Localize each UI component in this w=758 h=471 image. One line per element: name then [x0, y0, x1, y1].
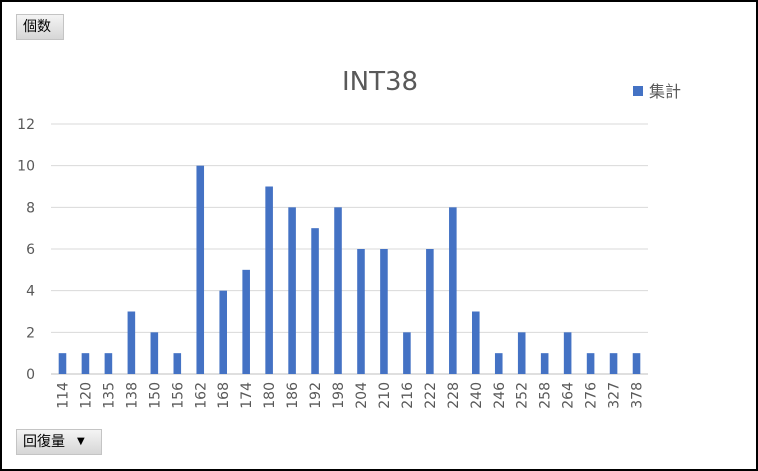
- x-tick-label: 186: [285, 382, 301, 409]
- y-tick-label: 10: [17, 159, 35, 175]
- bar: [586, 353, 595, 374]
- y-axis-ticks: 0 2 4 6 8 10 12: [17, 117, 35, 383]
- bar: [471, 311, 480, 374]
- bar: [449, 207, 457, 374]
- bar: [494, 353, 503, 374]
- bar: [242, 269, 250, 374]
- x-tick-label: 135: [101, 382, 117, 409]
- axis-field-label: 回復量: [23, 434, 65, 450]
- bar: [219, 290, 228, 374]
- x-tick-label: 378: [630, 382, 646, 409]
- bar: [334, 207, 342, 374]
- bar: [127, 311, 136, 374]
- bar: [426, 249, 434, 374]
- gridlines: [51, 123, 648, 375]
- legend-label: 集計: [649, 82, 681, 101]
- bar: [311, 228, 319, 374]
- x-tick-label: 162: [193, 382, 209, 409]
- x-tick-label: 204: [354, 382, 370, 409]
- chart-title: INT38: [342, 67, 418, 97]
- x-tick-label: 174: [239, 382, 255, 409]
- value-field-button[interactable]: 個数: [16, 14, 64, 40]
- x-axis-ticks: 114 120 135 138 150 156 162 168 174 180 186 192 198 2…: [55, 382, 645, 409]
- x-tick-label: 222: [423, 382, 439, 409]
- chevron-down-icon: ▼: [77, 436, 85, 447]
- bar: [517, 332, 526, 374]
- bar: [563, 332, 572, 374]
- legend-swatch: [633, 86, 643, 96]
- x-tick-label: 246: [492, 382, 508, 409]
- x-tick-label: 228: [446, 382, 462, 409]
- bar: [173, 353, 182, 374]
- x-tick-label: 120: [78, 382, 94, 409]
- y-tick-label: 8: [26, 200, 35, 216]
- bars: [58, 165, 641, 374]
- x-tick-label: 252: [515, 382, 531, 409]
- bar: [104, 353, 113, 374]
- x-tick-label: 138: [124, 382, 140, 409]
- x-tick-label: 327: [607, 382, 623, 409]
- x-tick-label: 276: [584, 382, 600, 409]
- bar: [609, 353, 618, 374]
- y-tick-label: 4: [26, 284, 35, 300]
- x-tick-label: 216: [400, 382, 416, 409]
- x-tick-label: 198: [331, 382, 347, 409]
- bar: [265, 186, 273, 374]
- x-tick-label: 150: [147, 382, 163, 409]
- x-tick-label: 168: [216, 382, 232, 409]
- x-tick-label: 192: [308, 382, 324, 409]
- bar: [357, 249, 365, 374]
- y-tick-label: 6: [26, 242, 35, 258]
- y-tick-label: 12: [17, 117, 35, 133]
- bar: [150, 332, 159, 374]
- bar: [540, 353, 549, 374]
- legend: 集計: [633, 82, 681, 101]
- bar: [632, 353, 641, 374]
- y-tick-label: 0: [26, 367, 35, 383]
- x-tick-label: 240: [469, 382, 485, 409]
- bar: [403, 332, 411, 374]
- y-tick-label: 2: [26, 325, 35, 341]
- bar: [81, 353, 90, 374]
- x-tick-label: 156: [170, 382, 186, 409]
- bar: [380, 249, 388, 374]
- bar: [196, 165, 205, 374]
- x-tick-label: 264: [561, 382, 577, 409]
- value-field-label: 個数: [23, 19, 51, 35]
- x-tick-label: 114: [55, 382, 71, 409]
- x-tick-label: 258: [538, 382, 554, 409]
- bar: [288, 207, 296, 374]
- x-tick-label: 210: [377, 382, 393, 409]
- axis-field-dropdown[interactable]: 回復量 ▼: [16, 429, 102, 455]
- bar: [58, 353, 67, 374]
- x-tick-label: 180: [262, 382, 278, 409]
